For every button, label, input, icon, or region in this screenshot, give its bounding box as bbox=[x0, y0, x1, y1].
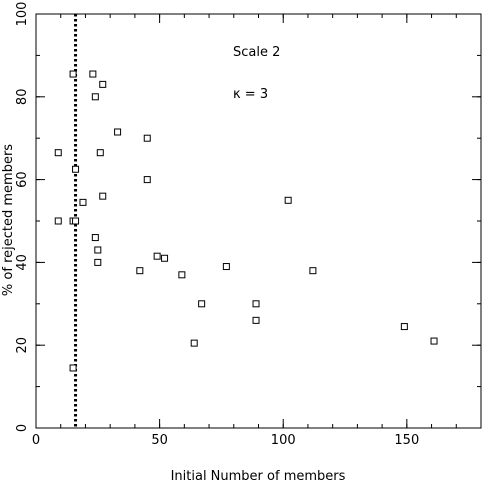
data-point bbox=[69, 364, 77, 372]
data-point bbox=[79, 198, 87, 206]
data-point bbox=[89, 70, 97, 78]
data-points bbox=[54, 70, 438, 372]
y-tick-label: 20 bbox=[15, 337, 30, 354]
data-point bbox=[178, 271, 186, 279]
x-tick-label: 0 bbox=[32, 433, 40, 448]
data-point bbox=[161, 254, 169, 262]
data-point bbox=[136, 267, 144, 275]
tick-labels: 0 50 100 150 0 20 40 60 80 100 bbox=[15, 2, 419, 448]
y-tick-label: 0 bbox=[15, 424, 30, 432]
data-point bbox=[153, 252, 161, 260]
x-tick-label: 100 bbox=[271, 433, 296, 448]
data-point bbox=[143, 176, 151, 184]
y-tick-label: 80 bbox=[15, 89, 30, 106]
data-point bbox=[143, 134, 151, 142]
data-point bbox=[252, 300, 260, 308]
data-point bbox=[94, 246, 102, 254]
data-point bbox=[99, 192, 107, 200]
data-point bbox=[190, 339, 198, 347]
data-point bbox=[252, 316, 260, 324]
data-point bbox=[91, 234, 99, 242]
x-tick-label: 150 bbox=[394, 433, 419, 448]
data-point bbox=[96, 149, 104, 157]
data-point bbox=[114, 128, 122, 136]
y-tick-label: 60 bbox=[15, 171, 30, 188]
plot-frame bbox=[35, 13, 482, 429]
data-point bbox=[72, 165, 80, 173]
data-point bbox=[54, 149, 62, 157]
x-axis-label: Initial Number of members bbox=[171, 469, 346, 481]
annotation-kappa: κ = 3 bbox=[233, 87, 268, 102]
y-tick-label: 40 bbox=[15, 254, 30, 271]
data-point bbox=[400, 323, 408, 331]
y-axis-label: % of rejected members bbox=[1, 144, 16, 296]
data-point bbox=[284, 196, 292, 204]
annotation-scale: Scale 2 bbox=[233, 45, 280, 60]
data-point bbox=[54, 217, 62, 225]
minor-ticks bbox=[35, 13, 482, 429]
data-point bbox=[69, 70, 77, 78]
data-point bbox=[99, 80, 107, 88]
x-tick-label: 50 bbox=[151, 433, 168, 448]
data-point bbox=[198, 300, 206, 308]
data-point bbox=[94, 258, 102, 266]
data-point bbox=[72, 217, 80, 225]
y-tick-label: 100 bbox=[15, 2, 30, 27]
data-point bbox=[222, 263, 230, 271]
data-point bbox=[309, 267, 317, 275]
major-ticks bbox=[35, 13, 481, 429]
data-point bbox=[91, 93, 99, 101]
data-point bbox=[430, 337, 438, 345]
